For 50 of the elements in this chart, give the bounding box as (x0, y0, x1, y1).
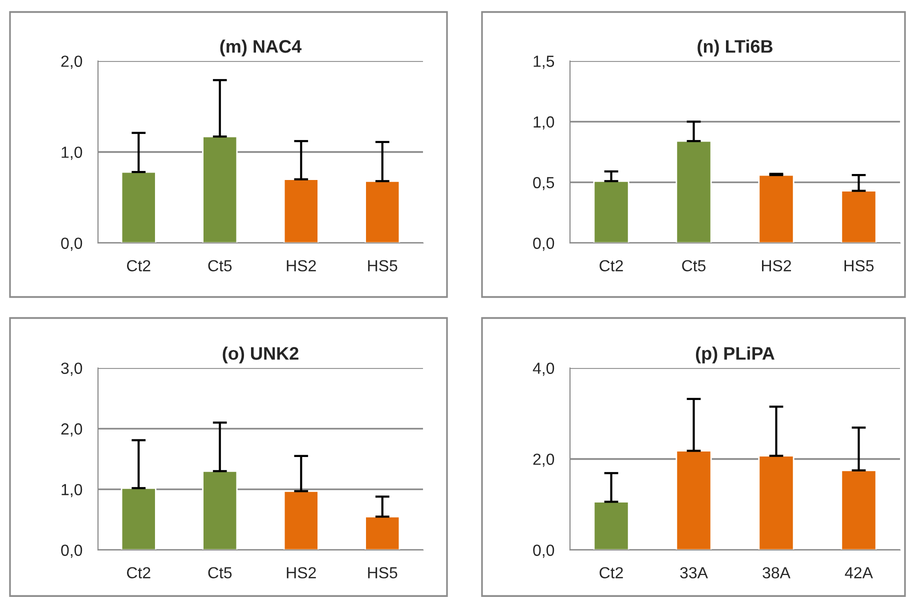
bar (840, 470, 877, 550)
bar (364, 516, 400, 550)
bar (283, 490, 319, 550)
bar (593, 180, 630, 243)
bar (120, 487, 156, 550)
x-tick-label: HS5 (368, 567, 398, 578)
y-tick-label: 2,0 (61, 423, 82, 436)
bar (840, 190, 877, 243)
bar (202, 470, 238, 550)
y-tick-label: 4,0 (532, 362, 554, 376)
x-tick-label: Ct2 (600, 260, 623, 272)
x-tick-label: HS5 (368, 260, 398, 272)
x-tick-label: HS2 (762, 260, 791, 272)
x-tick-label: 38A (762, 567, 790, 578)
x-tick-label: 42A (844, 567, 873, 578)
y-tick-label: 0,0 (61, 544, 82, 558)
bar (676, 140, 712, 243)
x-tick-label: HS2 (286, 567, 316, 578)
x-tick-label: Ct5 (208, 567, 232, 578)
y-tick-label: 2,0 (533, 454, 554, 467)
chart-title: (m) NAC4 (220, 40, 302, 56)
bar (283, 178, 319, 243)
y-tick-label: 1,0 (62, 146, 82, 160)
bar (758, 455, 794, 550)
bar (676, 450, 712, 550)
x-tick-label: HS5 (844, 260, 874, 272)
bar (593, 501, 630, 550)
y-tick-label: 0,0 (533, 544, 554, 558)
chart-title: (p) PLiPA (696, 346, 774, 364)
x-tick-label: Ct2 (600, 567, 623, 578)
bar (202, 136, 238, 243)
y-tick-label: 3,0 (61, 362, 82, 376)
x-tick-label: 33A (680, 567, 708, 578)
x-tick-label: HS2 (286, 260, 316, 272)
y-tick-label: 1,5 (534, 56, 554, 69)
x-tick-label: Ct2 (127, 567, 150, 578)
bar (758, 174, 794, 243)
y-tick-label: 1,0 (62, 484, 82, 498)
chart-title: (o) UNK2 (222, 346, 298, 364)
y-tick-label: 0,5 (533, 176, 554, 190)
y-tick-label: 0,0 (61, 238, 82, 251)
x-tick-label: Ct2 (127, 260, 150, 272)
y-tick-label: 2,0 (61, 56, 82, 69)
y-tick-label: 0,0 (533, 238, 554, 251)
bar (120, 171, 156, 243)
x-tick-label: Ct5 (208, 260, 232, 272)
x-tick-label: Ct5 (682, 260, 706, 272)
bar (364, 180, 400, 243)
y-tick-label: 1,0 (534, 116, 554, 130)
chart-title: (n) LTi6B (698, 40, 772, 56)
